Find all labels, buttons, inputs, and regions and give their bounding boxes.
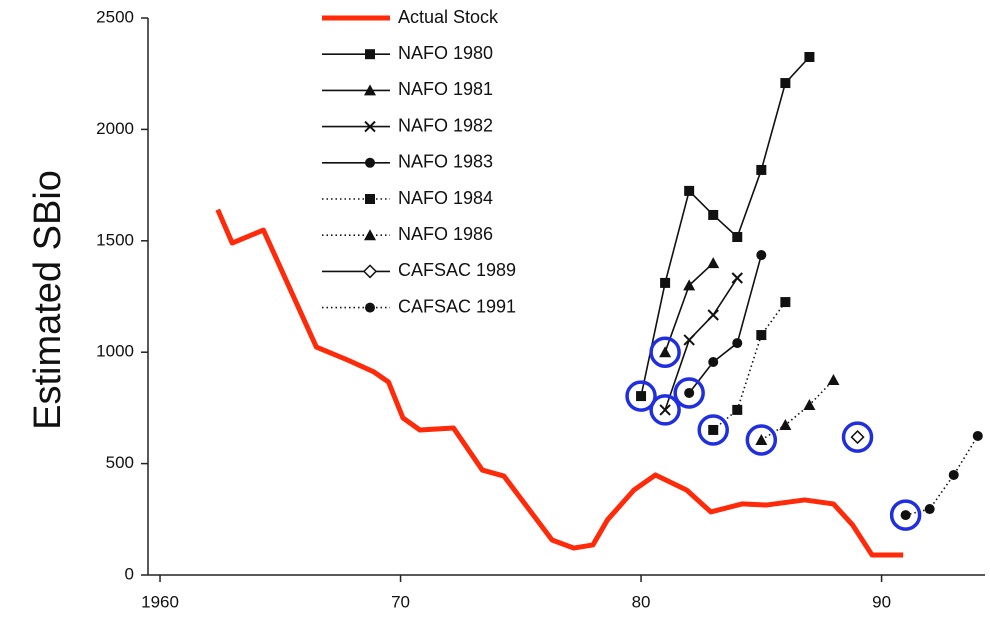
data-point xyxy=(684,185,695,196)
data-point xyxy=(972,430,983,441)
data-point xyxy=(732,232,743,243)
legend-label: NAFO 1982 xyxy=(398,115,493,135)
highlight-ring xyxy=(841,421,874,453)
series-line xyxy=(712,301,787,431)
x-tick-label: 1960 xyxy=(141,592,179,611)
data-point xyxy=(827,374,840,386)
legend-label: Actual Stock xyxy=(398,7,499,27)
data-point xyxy=(659,346,672,358)
series-line xyxy=(905,435,979,516)
y-tick-label: 500 xyxy=(106,453,134,472)
data-point xyxy=(804,51,815,62)
legend-marker xyxy=(364,84,376,96)
legend-marker xyxy=(364,229,376,241)
highlight-ring xyxy=(649,336,681,368)
x-tick-label: 90 xyxy=(872,592,891,611)
legend-marker xyxy=(365,302,375,313)
data-point xyxy=(659,404,671,416)
legend-label: NAFO 1983 xyxy=(398,152,493,172)
data-point xyxy=(732,338,743,349)
data-point xyxy=(708,357,719,368)
y-tick-label: 2000 xyxy=(96,119,134,138)
legend-label: NAFO 1984 xyxy=(398,188,493,208)
data-point xyxy=(900,510,911,521)
series-line xyxy=(664,277,738,411)
legend-marker xyxy=(365,49,375,60)
data-point xyxy=(779,419,792,431)
data-point xyxy=(731,272,743,284)
highlight-ring xyxy=(649,394,681,426)
legend-label: NAFO 1986 xyxy=(398,224,493,244)
data-point xyxy=(850,430,865,445)
series-line xyxy=(640,56,811,397)
highlight-ring xyxy=(697,414,729,446)
highlight-ring xyxy=(673,377,705,409)
data-point xyxy=(683,334,695,346)
x-tick-label: 80 xyxy=(632,592,651,611)
y-tick-label: 1000 xyxy=(96,342,134,361)
highlight-ring xyxy=(889,499,922,531)
legend-label: CAFSAC 1989 xyxy=(398,260,516,280)
data-point xyxy=(755,433,768,445)
legend-label: CAFSAC 1991 xyxy=(398,296,516,316)
data-point xyxy=(707,309,719,321)
legend-marker xyxy=(365,194,375,204)
x-tick-label: 70 xyxy=(391,592,410,611)
data-point xyxy=(708,424,719,435)
legend-marker xyxy=(362,264,378,279)
legend-marker xyxy=(364,120,376,133)
data-point xyxy=(948,469,959,480)
y-axis-label: Estimated SBio xyxy=(27,170,69,430)
data-point xyxy=(924,504,935,515)
data-point xyxy=(756,250,767,261)
data-point xyxy=(756,330,767,341)
data-point xyxy=(660,277,671,288)
series-line xyxy=(688,254,763,394)
data-point xyxy=(636,391,647,402)
y-tick-label: 0 xyxy=(125,564,134,583)
data-point xyxy=(684,387,695,398)
legend-label: NAFO 1980 xyxy=(398,43,493,63)
data-point xyxy=(780,297,791,308)
highlight-ring xyxy=(625,380,657,412)
data-point xyxy=(803,399,816,411)
y-tick-label: 2500 xyxy=(96,7,134,26)
legend-label: NAFO 1981 xyxy=(398,79,493,99)
data-point xyxy=(756,164,767,175)
data-point xyxy=(707,257,720,269)
highlight-ring xyxy=(745,424,778,456)
data-point xyxy=(780,78,791,89)
data-point xyxy=(683,279,696,291)
series-line xyxy=(215,208,904,558)
y-tick-label: 1500 xyxy=(96,230,134,249)
data-point xyxy=(732,404,743,415)
data-point xyxy=(708,209,719,220)
legend-marker xyxy=(365,157,375,168)
